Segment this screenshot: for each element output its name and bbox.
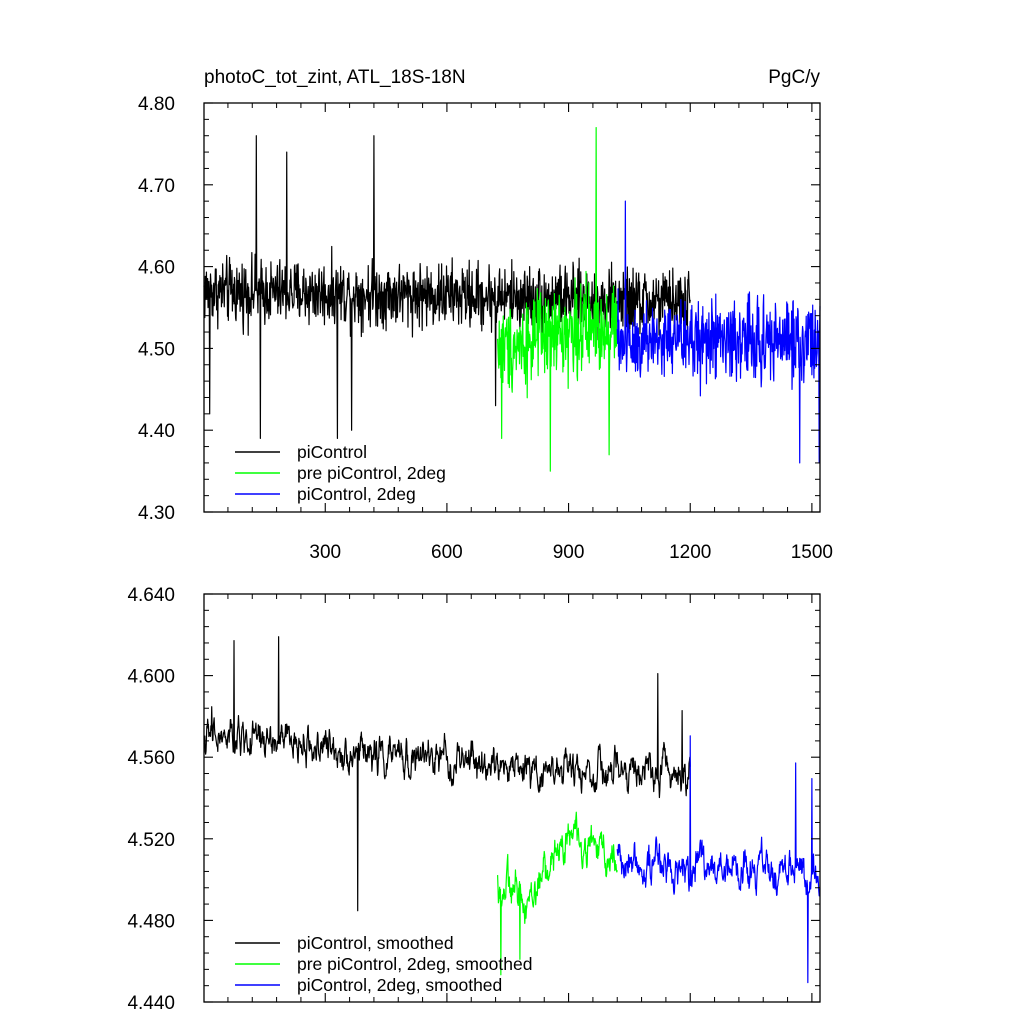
series-line-picontrol-2deg-smoothed xyxy=(616,735,821,984)
y-tick-label: 4.560 xyxy=(127,748,175,769)
plot-frame xyxy=(203,593,821,1003)
y-tick-label: 4.600 xyxy=(127,667,175,688)
y-tick-label: 4.640 xyxy=(127,585,175,606)
series-line-picontrol xyxy=(203,135,691,439)
bottom-panel: 4.440 4.480 4.520 4.560 4.600 4.640 piControl… xyxy=(127,585,821,1014)
y-tick-label: 4.50 xyxy=(138,339,175,360)
x-tick-label: 300 xyxy=(309,542,341,563)
top-plot-data xyxy=(203,126,821,472)
x-tick-label: 900 xyxy=(553,542,585,563)
plot-frame xyxy=(203,102,821,513)
legend-label: pre piControl, 2deg, smoothed xyxy=(297,954,532,974)
x-tick-label: 600 xyxy=(431,542,463,563)
legend-label: pre piControl, 2deg xyxy=(297,463,446,483)
top-title-right-units: PgC/y xyxy=(768,67,820,88)
y-tick-label: 4.40 xyxy=(138,421,175,442)
y-tick-label: 4.480 xyxy=(127,911,175,932)
y-tick-label: 4.60 xyxy=(138,258,175,279)
legend-label: piControl, 2deg xyxy=(297,484,416,504)
x-tick-label: 1500 xyxy=(791,542,833,563)
legend-label: piControl, smoothed xyxy=(297,933,454,953)
bottom-axes: 4.440 4.480 4.520 4.560 4.600 4.640 xyxy=(127,585,821,1014)
y-tick-label: 4.30 xyxy=(138,503,175,524)
series-line-pre-picontrol-2deg-smoothed xyxy=(497,811,618,976)
bottom-plot-data xyxy=(203,636,821,984)
y-tick-label: 4.70 xyxy=(138,176,175,197)
top-axes: 4.30 4.40 4.50 4.60 4.70 4.80 300 600 900 1200 150… xyxy=(138,94,833,563)
series-line-picontrol-smoothed xyxy=(203,636,691,912)
y-tick-label: 4.80 xyxy=(138,94,175,115)
legend-label: piControl xyxy=(297,442,367,462)
top-panel: photoC_tot_zint, ATL_18S-18N PgC/y 4.304… xyxy=(138,67,833,563)
top-title-left: photoC_tot_zint, ATL_18S-18N xyxy=(204,67,466,88)
y-tick-label: 4.520 xyxy=(127,830,175,851)
y-tick-label: 4.440 xyxy=(127,993,175,1014)
series-line-pre-picontrol-2deg xyxy=(497,126,618,472)
series-line-picontrol-2deg xyxy=(616,200,821,464)
legend-label: piControl, 2deg, smoothed xyxy=(297,975,502,995)
x-tick-label: 1200 xyxy=(669,542,711,563)
